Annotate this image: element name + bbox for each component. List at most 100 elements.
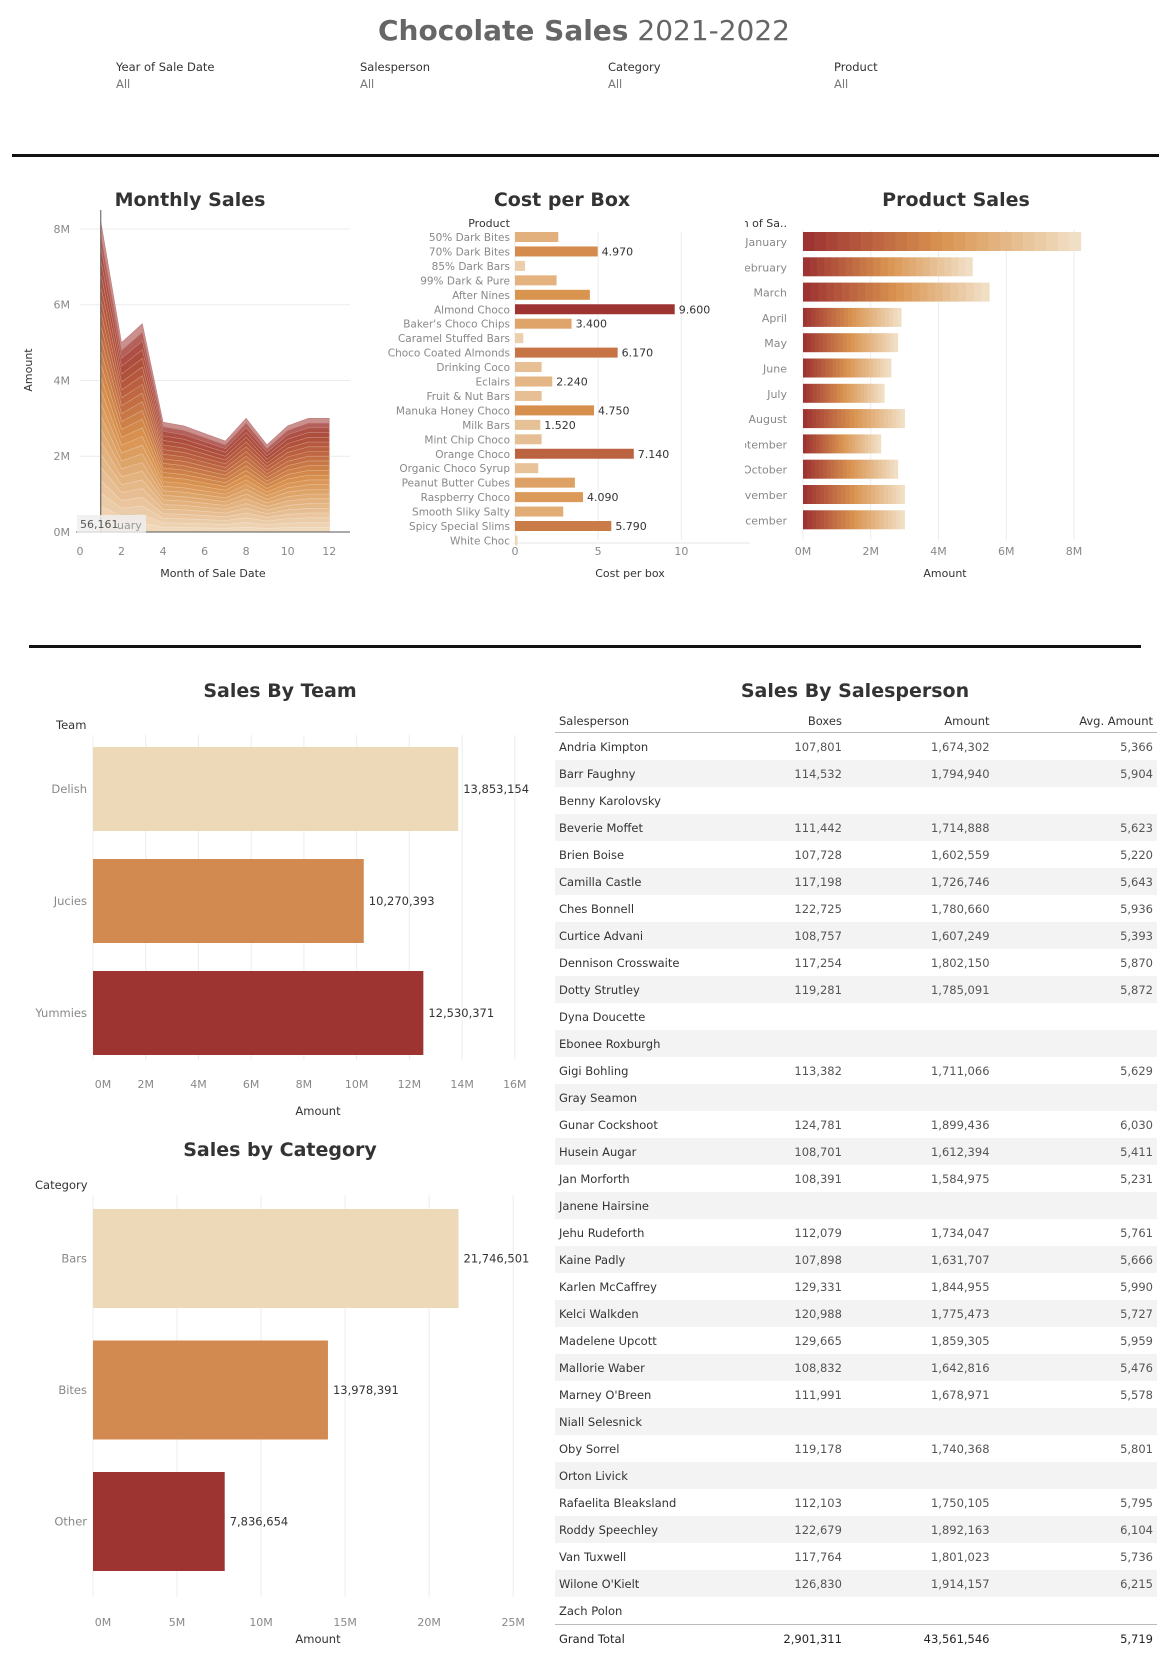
amount-cell: 1,711,066 (930, 1063, 990, 1078)
bar-segment (876, 307, 882, 327)
table-row[interactable]: Camilla Castle 117,198 1,726,746 5,643 (555, 868, 1157, 895)
table-row[interactable]: Kaine Padly 107,898 1,631,707 5,666 (555, 1246, 1157, 1273)
table-row[interactable]: Janene Hairsine (555, 1192, 1157, 1219)
column-header-boxes[interactable]: Boxes (713, 710, 846, 733)
table-row[interactable]: Brien Boise 107,728 1,602,559 5,220 (555, 841, 1157, 868)
y-tick-label: 0M (54, 526, 71, 539)
table-row[interactable]: Dennison Crosswaite 117,254 1,802,150 5,870 (555, 949, 1157, 976)
boxes-cell: 112,079 (794, 1225, 842, 1240)
sales-by-category-chart[interactable]: Category 0M 5M 10M 15M 20M 25M Amount Bars 21,746… (0, 1165, 550, 1645)
table-row[interactable]: Dyna Doucette (555, 1003, 1157, 1030)
bar-segment (803, 282, 812, 302)
cost-per-box-chart[interactable]: Product 0 5 10 Cost per box 50% Dark Bites 70%… (380, 210, 760, 620)
table-row[interactable]: Gray Seamon (555, 1084, 1157, 1111)
table-row[interactable]: Gunar Cockshoot 124,781 1,899,436 6,030 (555, 1111, 1157, 1138)
salesperson-cell: Ebonee Roxburgh (555, 1030, 713, 1057)
table-row[interactable]: Oby Sorrel 119,178 1,740,368 5,801 (555, 1435, 1157, 1462)
avg-amount-cell: 5,904 (993, 760, 1157, 787)
sales-by-team-title: Sales By Team (203, 680, 357, 702)
table-row[interactable]: Niall Selesnick (555, 1408, 1157, 1435)
bar-segment (811, 409, 817, 429)
bar (515, 405, 595, 416)
avg-amount-cell: 5,411 (993, 1138, 1157, 1165)
table-row[interactable]: Marney O'Breen 111,991 1,678,971 5,578 (555, 1381, 1157, 1408)
table-row[interactable]: Wilone O'Kielt 126,830 1,914,157 6,215 (555, 1570, 1157, 1597)
table-row[interactable]: Ebonee Roxburgh (555, 1030, 1157, 1057)
bar-segment (865, 358, 870, 378)
bar-segment (891, 485, 897, 504)
bar-segment (869, 358, 874, 378)
x-axis-label: Amount (295, 1104, 341, 1118)
bar-segment (870, 383, 875, 403)
bar-segment (893, 307, 898, 327)
boxes-cell: 117,198 (713, 868, 846, 895)
table-row[interactable]: Gigi Bohling 113,382 1,711,066 5,629 (555, 1057, 1157, 1084)
bar-segment (863, 383, 868, 403)
table-row[interactable]: Curtice Advani 108,757 1,607,249 5,393 (555, 922, 1157, 949)
table-row[interactable]: Van Tuxwell 117,764 1,801,023 5,736 (555, 1543, 1157, 1570)
table-row[interactable]: Barr Faughny 114,532 1,794,940 5,904 (555, 760, 1157, 787)
bar-segment (849, 485, 855, 504)
bar-segment (874, 434, 878, 454)
category-label: Drinking Coco (436, 362, 510, 374)
bar-segment (896, 409, 901, 429)
filter-year[interactable]: Year of Sale Date All (116, 60, 215, 91)
table-row[interactable]: Jehu Rudeforth 112,079 1,734,047 5,761 (555, 1219, 1157, 1246)
filter-category[interactable]: Category All (608, 60, 661, 91)
table-row[interactable]: Mallorie Waber 108,832 1,642,816 5,476 (555, 1354, 1157, 1381)
table-row[interactable]: Karlen McCaffrey 129,331 1,844,955 5,990 (555, 1273, 1157, 1300)
sales-by-team-chart[interactable]: Team 0M 2M 4M 6M 8M 10M 12M 14M 16M Amount Delish 13… (0, 705, 550, 1125)
salesperson-cell: Beverie Moffet (555, 814, 713, 841)
filter-value[interactable]: All (608, 77, 623, 91)
table-row[interactable]: Ches Bonnell 122,725 1,780,660 5,936 (555, 895, 1157, 922)
bar-segment (937, 257, 945, 277)
filter-value[interactable]: All (116, 77, 131, 91)
bar-segment (889, 333, 895, 353)
bar-segment (826, 459, 831, 479)
table-row[interactable]: Jan Morforth 108,391 1,584,975 5,231 (555, 1165, 1157, 1192)
bar-segment (897, 307, 902, 327)
category-label: 85% Dark Bars (432, 261, 510, 273)
avg-amount-cell: 5,959 (1120, 1333, 1153, 1348)
filter-salesperson[interactable]: Salesperson All (360, 60, 430, 91)
data-label: 13,978,391 (333, 1383, 399, 1397)
table-row[interactable]: Kelci Walkden 120,988 1,775,473 5,727 (555, 1300, 1157, 1327)
data-label: 12,530,371 (428, 1006, 494, 1020)
column-header-amount[interactable]: Amount (845, 710, 994, 733)
table-row[interactable]: Rafaelita Bleaksland 112,103 1,750,105 5,79… (555, 1489, 1157, 1516)
bar (515, 260, 525, 271)
bar-segment (976, 232, 989, 251)
salesperson-cell: Gunar Cockshoot (559, 1117, 658, 1132)
table-row[interactable]: Orton Livick (555, 1462, 1157, 1489)
table-row[interactable]: Madelene Upcott 129,665 1,859,305 5,959 (555, 1327, 1157, 1354)
table-row[interactable]: Zach Polon (555, 1597, 1157, 1625)
table-row[interactable]: Dotty Strutley 119,281 1,785,091 5,872 (555, 976, 1157, 1003)
bar-segment (861, 434, 865, 454)
category-label: After Nines (452, 290, 510, 302)
filter-value[interactable]: All (834, 77, 849, 91)
product-sales-chart[interactable]: Month of Sa.. 0M 2M 4M 6M 8M Amount January Febr… (745, 210, 1168, 620)
monthly-sales-chart[interactable]: 0M 2M 4M 6M 8M 0 2 4 6 8 10 12 Month of Sale Date Amo… (0, 210, 390, 620)
filter-label: Product (834, 60, 878, 74)
x-tick-label: 6M (243, 1078, 260, 1091)
category-label: September (745, 438, 787, 451)
filter-product[interactable]: Product All (834, 60, 878, 91)
table-row[interactable]: Roddy Speechley 122,679 1,892,163 6,104 (555, 1516, 1157, 1543)
bar-segment (872, 307, 877, 327)
table-row[interactable]: Andria Kimpton 107,801 1,674,302 5,366 (555, 733, 1157, 761)
boxes-cell: 108,391 (794, 1171, 842, 1186)
column-header-avg-amount[interactable]: Avg. Amount (993, 710, 1157, 733)
boxes-cell: 108,757 (713, 922, 846, 949)
table-row[interactable]: Husein Augar 108,701 1,612,394 5,411 (555, 1138, 1157, 1165)
table-row[interactable]: Benny Karolovsky (555, 787, 1157, 814)
table-row[interactable]: Beverie Moffet 111,442 1,714,888 5,623 (555, 814, 1157, 841)
bar-segment (862, 510, 867, 530)
bar-segment (824, 409, 829, 429)
filter-value[interactable]: All (360, 77, 375, 91)
data-label: 6.170 (622, 347, 654, 360)
bar-segment (803, 383, 807, 403)
bar-segment (896, 485, 901, 504)
column-header-salesperson[interactable]: Salesperson (555, 710, 713, 733)
bar (515, 362, 542, 373)
bar-segment (806, 358, 811, 378)
